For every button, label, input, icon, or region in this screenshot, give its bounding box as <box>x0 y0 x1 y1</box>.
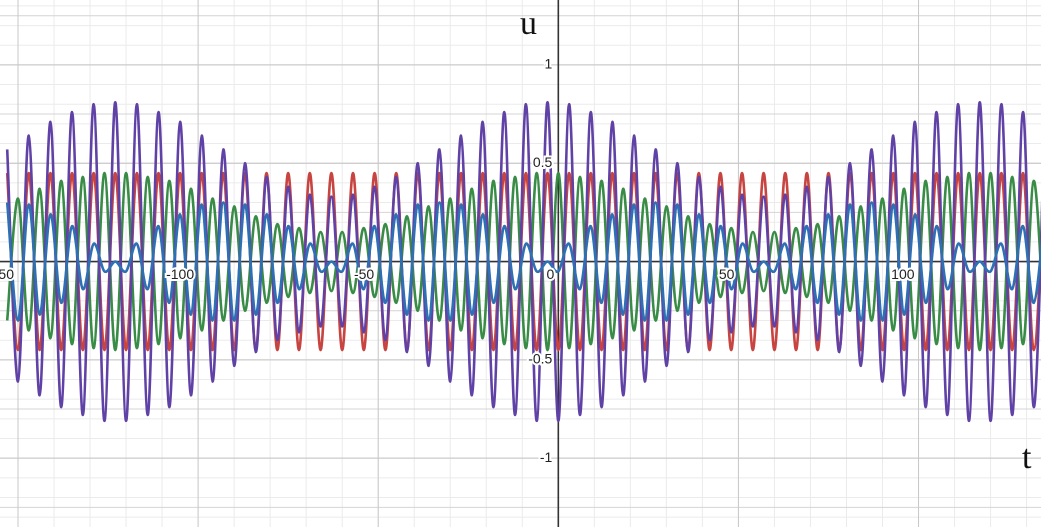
x-tick-label: -100 <box>166 266 194 282</box>
series-line <box>5 171 1041 352</box>
x-tick-label: 0 <box>547 266 555 282</box>
y-tick-label: -0.5 <box>528 351 552 367</box>
curves <box>5 100 1041 423</box>
labels: -150 -100 -50 0 50 100 -1 -0.5 0.5 1 <box>0 54 917 467</box>
series-line <box>5 201 1041 322</box>
x-tick-label: -50 <box>354 266 374 282</box>
y-tick-label: 1 <box>545 56 553 72</box>
series-line <box>5 171 1041 352</box>
y-tick-label: -1 <box>540 449 553 465</box>
x-tick-label: 50 <box>719 266 735 282</box>
x-axis-label: t <box>1022 439 1032 476</box>
x-tick-label: -150 <box>0 266 14 282</box>
y-tick-label: 0.5 <box>533 154 553 170</box>
x-tick-label: 100 <box>891 266 915 282</box>
y-axis-label: u <box>520 5 537 42</box>
series-line <box>5 100 1041 423</box>
